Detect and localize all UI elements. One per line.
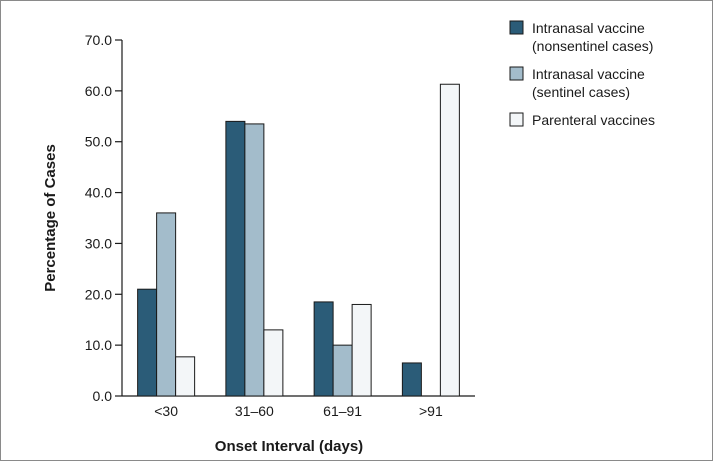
bar bbox=[225, 120, 246, 397]
legend-label: Intranasal vaccine bbox=[532, 20, 645, 36]
legend-swatch bbox=[509, 112, 524, 127]
bar bbox=[156, 212, 177, 397]
legend-swatch bbox=[509, 66, 524, 81]
bar bbox=[332, 344, 353, 397]
y-tick-label: 70.0 bbox=[85, 32, 112, 48]
legend-label: Parenteral vaccines bbox=[532, 112, 655, 128]
bar bbox=[439, 83, 460, 397]
bar bbox=[313, 301, 334, 397]
x-tick-label: >91 bbox=[419, 403, 443, 419]
legend-label: (sentinel cases) bbox=[532, 84, 630, 100]
bars bbox=[137, 83, 460, 397]
x-axis-label: Onset Interval (days) bbox=[215, 438, 363, 455]
y-tick-label: 10.0 bbox=[85, 337, 112, 353]
x-tick-label: <30 bbox=[154, 403, 178, 419]
x-tick-label: 31–60 bbox=[235, 403, 274, 419]
x-tick-label: 61–91 bbox=[323, 403, 362, 419]
bar bbox=[137, 288, 158, 397]
y-axis-label: Percentage of Cases bbox=[42, 144, 59, 292]
legend-label: (nonsentinel cases) bbox=[532, 38, 653, 54]
bar bbox=[401, 362, 422, 397]
legend-swatch bbox=[509, 20, 524, 35]
y-tick-label: 0.0 bbox=[93, 388, 113, 404]
bar bbox=[263, 329, 284, 397]
legend-label: Intranasal vaccine bbox=[532, 66, 645, 82]
y-tick-label: 40.0 bbox=[85, 185, 112, 201]
x-axis: <30 31–60 61–91 >91 bbox=[122, 395, 475, 419]
y-tick-label: 20.0 bbox=[85, 286, 112, 302]
y-tick-label: 30.0 bbox=[85, 235, 112, 251]
bar bbox=[244, 123, 265, 397]
bar bbox=[175, 356, 196, 397]
legend: Intranasal vaccine (nonsentinel cases) Int… bbox=[509, 20, 655, 128]
y-axis: 0.0 10.0 20.0 30.0 40.0 50.0 60.0 70.0 bbox=[85, 32, 123, 404]
y-tick-label: 50.0 bbox=[85, 134, 112, 150]
y-tick-label: 60.0 bbox=[85, 83, 112, 99]
bar bbox=[351, 303, 372, 397]
